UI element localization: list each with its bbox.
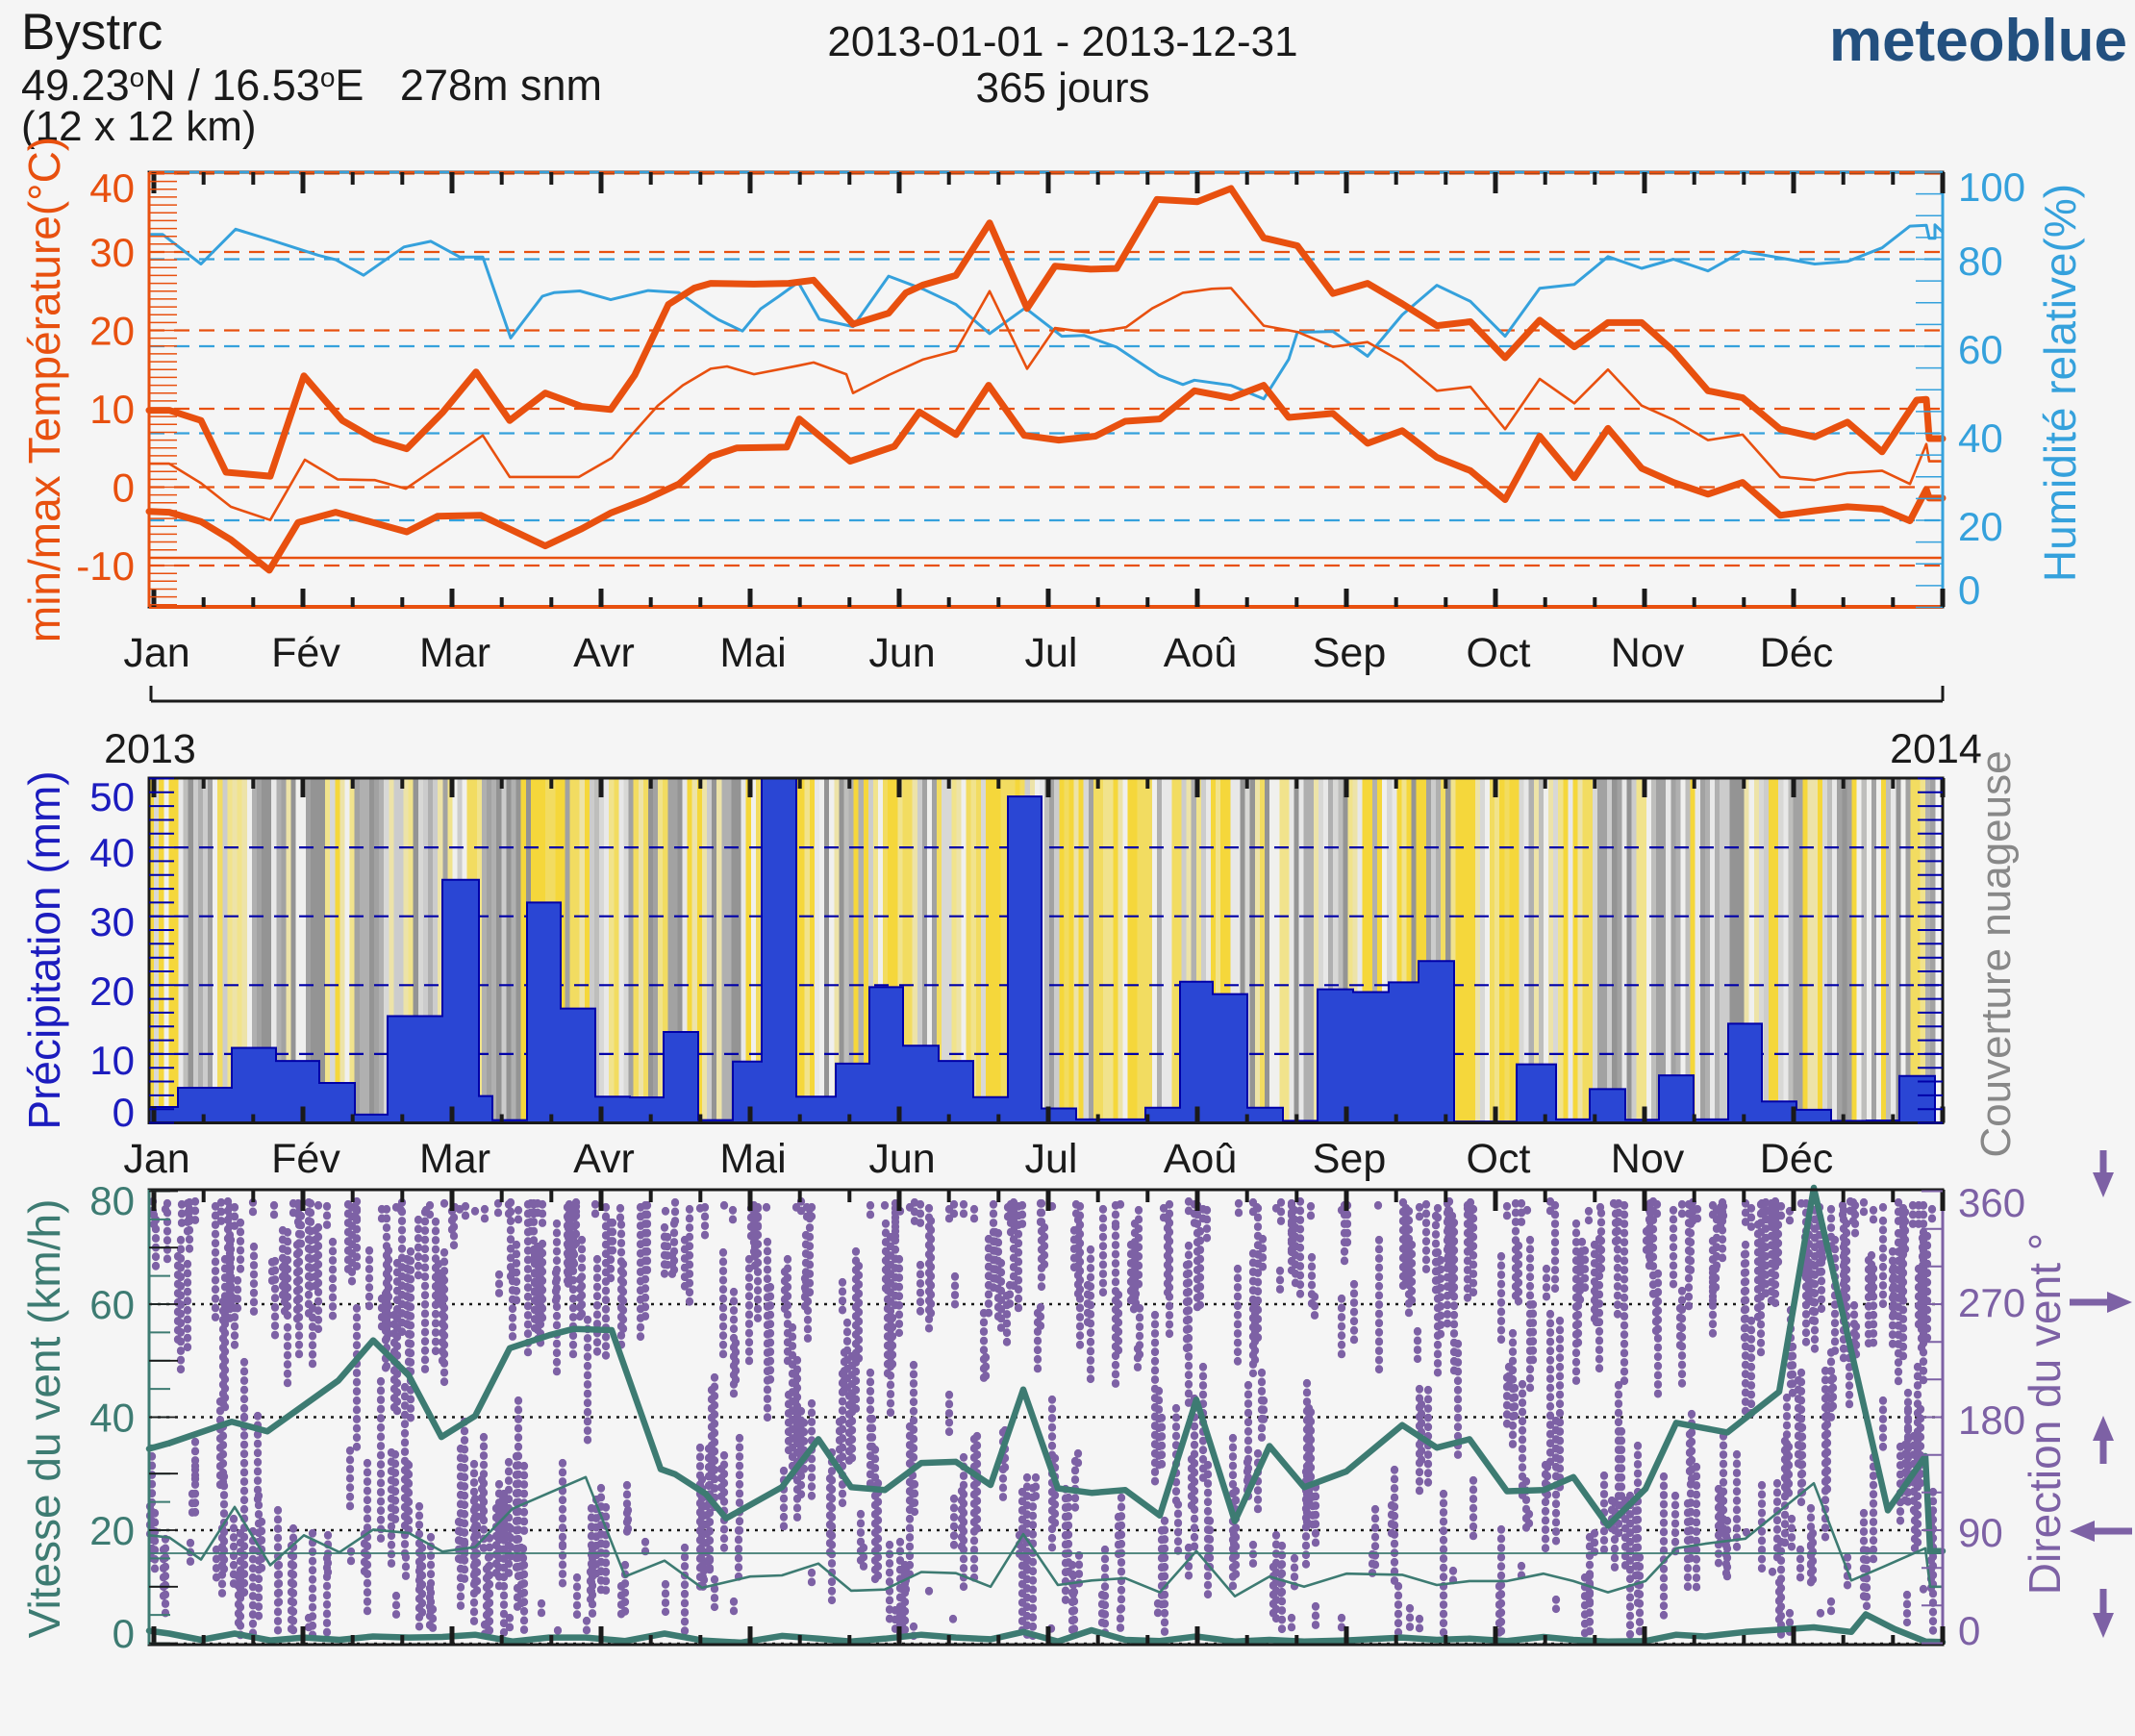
svg-text:60: 60: [89, 1282, 135, 1327]
svg-text:30: 30: [89, 230, 135, 275]
svg-text:Aoû: Aoû: [1164, 1136, 1238, 1182]
svg-text:Sep: Sep: [1313, 630, 1387, 676]
svg-text:Jul: Jul: [1025, 630, 1078, 676]
svg-text:90: 90: [1958, 1510, 2003, 1555]
svg-text:Nov: Nov: [1611, 1136, 1685, 1182]
svg-text:360: 360: [1958, 1180, 2025, 1225]
svg-text:20: 20: [1958, 504, 2003, 549]
svg-text:Jul: Jul: [1025, 1136, 1078, 1182]
svg-text:40: 40: [89, 1396, 135, 1441]
svg-text:meteoblue: meteoblue: [1829, 8, 2127, 74]
svg-text:365 jours: 365 jours: [975, 64, 1149, 112]
svg-text:2013-01-01 - 2013-12-31: 2013-01-01 - 2013-12-31: [827, 18, 1297, 65]
svg-text:Jun: Jun: [868, 630, 935, 676]
svg-text:Direction du vent °: Direction du vent °: [2020, 1233, 2070, 1595]
svg-text:80: 80: [1958, 239, 2003, 284]
svg-text:20: 20: [89, 309, 135, 354]
svg-text:Oct: Oct: [1467, 1136, 1531, 1182]
svg-text:80: 80: [89, 1178, 135, 1223]
svg-text:Couverture nuageuse: Couverture nuageuse: [1972, 750, 2020, 1157]
svg-text:Mar: Mar: [419, 630, 490, 676]
svg-text:Sep: Sep: [1313, 1136, 1387, 1182]
svg-text:10: 10: [89, 387, 135, 432]
svg-text:20: 20: [89, 1508, 135, 1553]
svg-text:Mar: Mar: [419, 1136, 490, 1182]
svg-text:0: 0: [113, 1090, 135, 1135]
svg-text:Avr: Avr: [573, 630, 635, 676]
svg-text:Déc: Déc: [1760, 1136, 1833, 1182]
svg-text:20: 20: [89, 969, 135, 1014]
svg-text:Mai: Mai: [719, 1136, 786, 1182]
svg-text:180: 180: [1958, 1397, 2025, 1443]
svg-text:(12 x 12 km): (12 x 12 km): [21, 103, 257, 150]
svg-text:30: 30: [89, 899, 135, 944]
svg-text:Fév: Fév: [271, 630, 340, 676]
svg-text:2014: 2014: [1890, 726, 1982, 772]
svg-text:10: 10: [89, 1038, 135, 1083]
svg-text:Vitesse du vent (km/h): Vitesse du vent (km/h): [19, 1199, 69, 1639]
svg-text:0: 0: [1958, 567, 1980, 613]
svg-text:0: 0: [1958, 1608, 1980, 1653]
svg-text:Oct: Oct: [1467, 630, 1531, 676]
svg-text:min/max Température(°C): min/max Température(°C): [19, 137, 69, 642]
svg-text:Jan: Jan: [123, 630, 189, 676]
svg-text:0: 0: [113, 465, 135, 511]
svg-text:40: 40: [89, 165, 135, 211]
svg-text:Humidité relative(%): Humidité relative(%): [2035, 184, 2085, 582]
svg-text:Jan: Jan: [123, 1136, 189, 1182]
svg-text:40: 40: [1958, 415, 2003, 461]
svg-text:40: 40: [89, 830, 135, 875]
svg-text:50: 50: [89, 774, 135, 819]
svg-text:2013: 2013: [104, 726, 196, 772]
svg-text:49.23oN / 16.53oE 278m snm: 49.23oN / 16.53oE 278m snm: [21, 61, 602, 110]
svg-text:Bystrc: Bystrc: [21, 4, 163, 61]
svg-text:270: 270: [1958, 1280, 2025, 1325]
svg-text:Avr: Avr: [573, 1136, 635, 1182]
svg-text:60: 60: [1958, 327, 2003, 372]
svg-text:Précipitation (mm): Précipitation (mm): [19, 770, 69, 1129]
svg-text:Nov: Nov: [1611, 630, 1685, 676]
svg-text:100: 100: [1958, 164, 2025, 210]
svg-text:-10: -10: [76, 543, 135, 589]
svg-text:Jun: Jun: [868, 1136, 935, 1182]
svg-text:Mai: Mai: [719, 630, 786, 676]
svg-text:Fév: Fév: [271, 1136, 340, 1182]
svg-text:Aoû: Aoû: [1164, 630, 1238, 676]
svg-text:0: 0: [113, 1611, 135, 1656]
svg-text:Déc: Déc: [1760, 630, 1833, 676]
